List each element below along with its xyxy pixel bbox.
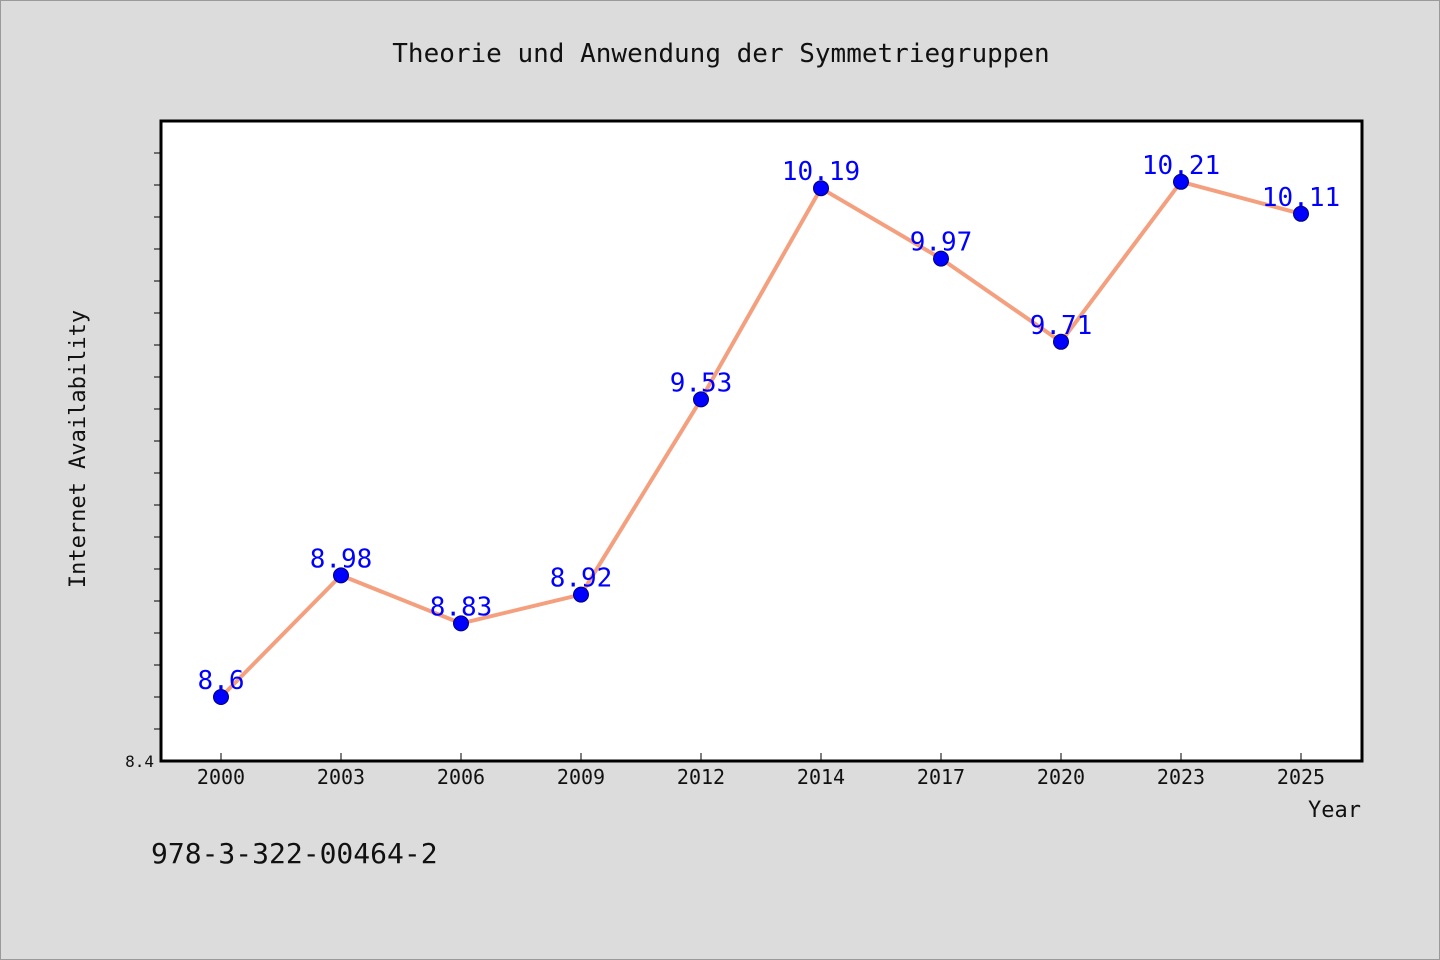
x-tick-label: 2003 <box>317 765 365 789</box>
x-tick-label: 2012 <box>677 765 725 789</box>
data-point <box>333 567 349 584</box>
data-label: 8.6 <box>198 666 245 696</box>
data-label: 10.19 <box>782 157 860 187</box>
isbn-identifier: 978-3-322-00464-2 <box>151 837 438 870</box>
data-label: 8.92 <box>550 564 613 594</box>
data-point <box>813 180 829 197</box>
data-label: 10.21 <box>1142 151 1220 181</box>
data-label: 9.53 <box>670 368 733 398</box>
x-tick-label: 2025 <box>1277 765 1325 789</box>
x-tick-label: 2023 <box>1157 765 1205 789</box>
x-axis-ticks: 2000 2003 2006 2009 2012 2014 2017 2020 2023 2025 <box>197 753 1325 789</box>
data-point <box>693 391 709 408</box>
x-tick-label: 2006 <box>437 765 485 789</box>
x-tick-label: 2014 <box>797 765 845 789</box>
y-axis-ticks <box>154 152 161 730</box>
data-point <box>1053 333 1069 350</box>
data-point <box>213 689 229 705</box>
data-point <box>573 586 589 603</box>
x-tick-label: 2017 <box>917 765 965 789</box>
series-line <box>219 179 1302 699</box>
y-axis-label: Internet Availability <box>66 310 91 588</box>
data-label: 9.71 <box>1030 311 1093 341</box>
x-tick-label: 2000 <box>197 765 245 789</box>
data-point <box>1293 205 1309 222</box>
data-label: 8.83 <box>430 592 493 622</box>
y-tick-label-min: 8.4 <box>125 752 154 771</box>
data-label: 8.98 <box>310 544 373 574</box>
plot-area <box>159 119 1364 763</box>
data-point <box>933 250 949 267</box>
data-point <box>453 615 469 632</box>
chart-title: Theorie und Anwendung der Symmetriegrupp… <box>392 39 1049 69</box>
data-point <box>1173 173 1189 190</box>
x-axis-label: Year <box>1308 798 1361 823</box>
x-tick-label: 2009 <box>557 765 605 789</box>
data-label: 10.11 <box>1262 183 1340 213</box>
x-tick-label: 2020 <box>1037 765 1085 789</box>
data-label: 9.97 <box>910 228 973 258</box>
series-0: 8.6 8.98 8.83 8.92 9.53 10.19 9.97 9.71 10.21 10.… <box>198 151 1340 705</box>
